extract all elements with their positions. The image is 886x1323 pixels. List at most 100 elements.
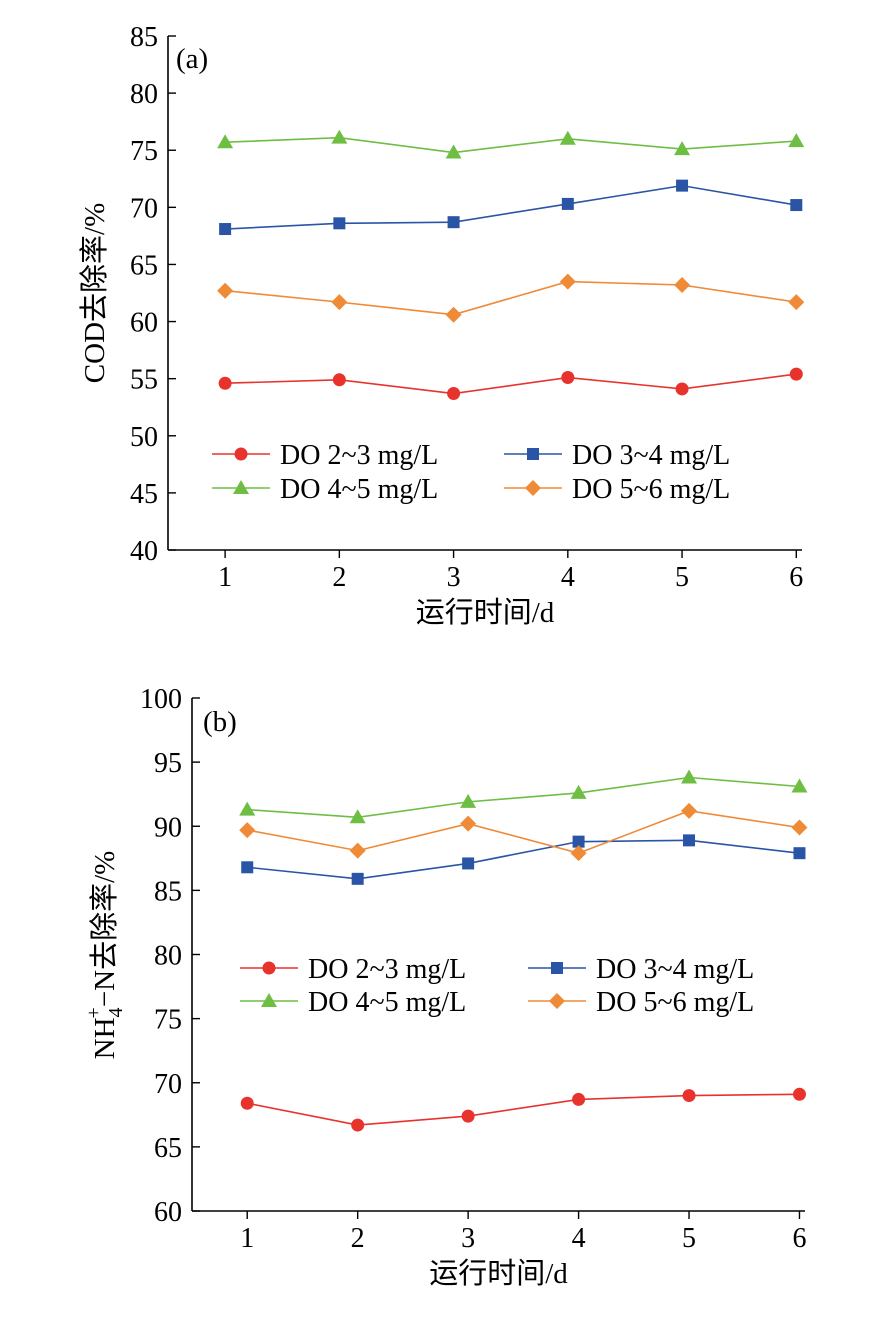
y-axis-title-rest: −N去除率/% (88, 851, 121, 1008)
data-point (217, 282, 234, 299)
series-do-4-5-mg-l (239, 769, 808, 824)
y-tick-label: 50 (130, 422, 158, 453)
data-point (462, 857, 475, 870)
panel-label: (b) (203, 706, 237, 738)
data-point (333, 217, 346, 230)
y-axis-title: NH4+−N去除率/% (83, 851, 127, 1060)
series-do-2-3-mg-l (240, 1087, 806, 1132)
x-tick-label: 2 (332, 562, 346, 593)
legend-item: DO 5~6 mg/L (528, 987, 754, 1018)
y-tick-label: 45 (130, 479, 158, 510)
data-point (791, 819, 808, 836)
data-point (349, 842, 366, 859)
x-tick-label: 1 (240, 1223, 254, 1254)
series-line (247, 810, 800, 855)
x-tick-label: 1 (218, 562, 232, 593)
y-tick-label: 60 (130, 308, 158, 339)
legend-item: DO 3~4 mg/L (504, 440, 730, 471)
series-line (247, 1093, 800, 1126)
legend-marker (549, 993, 565, 1009)
y-tick-label: 80 (154, 941, 182, 972)
series-line (225, 280, 797, 316)
legend-item: DO 4~5 mg/L (240, 987, 466, 1018)
data-point (460, 815, 477, 832)
x-tick-label: 4 (572, 1223, 586, 1254)
data-point (239, 801, 256, 816)
legend-label: DO 3~4 mg/L (596, 954, 754, 985)
series-line (225, 373, 797, 395)
x-tick-label: 2 (351, 1223, 365, 1254)
data-point (331, 294, 348, 311)
data-point (447, 216, 460, 229)
y-tick-label: 75 (130, 136, 158, 167)
y-tick-label: 70 (154, 1069, 182, 1100)
y-tick-label: 95 (154, 748, 182, 779)
data-point (674, 277, 691, 294)
legend-label: DO 2~3 mg/L (308, 954, 466, 985)
legend-item: DO 5~6 mg/L (504, 474, 730, 505)
x-tick-label: 6 (792, 1223, 806, 1254)
data-point (460, 793, 477, 808)
legend-marker (233, 480, 249, 494)
y-tick-label: 70 (130, 193, 158, 224)
series-do-4-5-mg-l (217, 129, 805, 159)
data-point (676, 179, 689, 192)
legend-marker (262, 961, 276, 975)
data-point (674, 141, 691, 156)
data-point (682, 1089, 696, 1103)
x-tick-label: 3 (461, 1223, 475, 1254)
legend-marker (234, 447, 248, 461)
series-line (247, 776, 800, 819)
legend-label: DO 5~6 mg/L (572, 474, 730, 505)
x-axis-title: 运行时间/d (429, 1257, 568, 1290)
data-point (351, 872, 364, 885)
x-tick-label: 6 (789, 562, 803, 593)
x-tick-label: 3 (447, 562, 461, 593)
legend-marker (527, 448, 539, 460)
y-tick-label: 65 (154, 1133, 182, 1164)
series-do-3-4-mg-l (219, 179, 803, 236)
data-point (570, 784, 587, 799)
data-point (461, 1109, 475, 1123)
legend-label: DO 5~6 mg/L (596, 987, 754, 1018)
series-line (247, 839, 800, 880)
x-tick-label: 5 (682, 1223, 696, 1254)
data-point (240, 1096, 254, 1110)
x-tick-label: 5 (675, 562, 689, 593)
data-point (219, 223, 232, 236)
legend-item: DO 3~4 mg/L (528, 954, 754, 985)
legend-label: DO 4~5 mg/L (308, 987, 466, 1018)
data-point (675, 382, 689, 396)
y-tick-label: 75 (154, 1005, 182, 1036)
data-point (445, 144, 462, 159)
data-point (218, 376, 232, 390)
legend-item: DO 2~3 mg/L (240, 954, 466, 985)
data-point (789, 367, 803, 381)
legend-item: DO 4~5 mg/L (212, 474, 438, 505)
data-point (241, 861, 254, 874)
legend-label: DO 4~5 mg/L (280, 474, 438, 505)
data-point (572, 835, 585, 848)
data-point (559, 130, 576, 145)
y-axis-title-subscript: 4 (105, 1007, 127, 1017)
legend-marker (525, 480, 541, 496)
legend-item: DO 2~3 mg/L (212, 440, 438, 471)
data-point (559, 273, 576, 290)
y-tick-label: 80 (130, 79, 158, 110)
data-point (683, 834, 696, 847)
data-point (793, 847, 806, 860)
y-axis-title-superscript: + (83, 1007, 105, 1018)
y-axis-title-main: NH (89, 1017, 121, 1059)
data-point (349, 809, 366, 824)
series-do-5-6-mg-l (239, 802, 808, 862)
data-point (791, 778, 808, 793)
y-tick-label: 40 (130, 536, 158, 567)
data-point (681, 769, 698, 784)
y-tick-label: 55 (130, 365, 158, 396)
y-tick-label: 90 (154, 812, 182, 843)
y-tick-label: 85 (130, 22, 158, 53)
data-point (681, 802, 698, 819)
data-point (570, 845, 587, 862)
